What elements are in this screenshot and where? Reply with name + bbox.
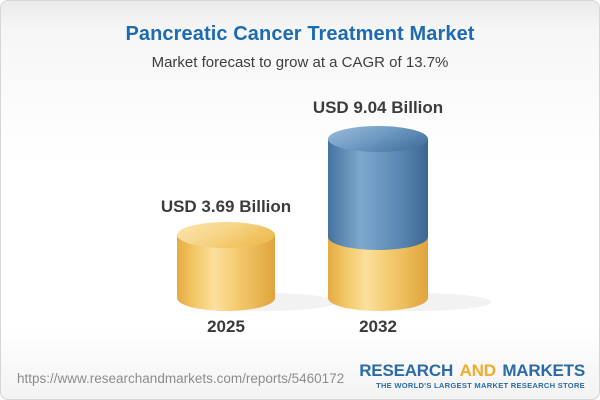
category-label-2025: 2025 (207, 317, 245, 336)
logo-word-research: RESEARCH (359, 361, 454, 381)
bar-2032-growth-segment (328, 139, 428, 250)
value-label-2032: USD 9.04 Billion (312, 98, 444, 117)
logo-wordmark: RESEARCH AND MARKETS (359, 362, 585, 380)
bar-2032-base-segment (328, 237, 428, 311)
logo-word-markets: MARKETS (502, 361, 585, 381)
report-url: https://www.researchandmarkets.com/repor… (17, 371, 345, 386)
value-label-2025: USD 3.69 Billion (160, 197, 292, 216)
bar-2032 (328, 126, 428, 311)
research-and-markets-logo: RESEARCH AND MARKETS THE WORLD'S LARGEST… (359, 362, 585, 390)
category-label-2032: 2032 (359, 317, 397, 336)
bar-2025 (177, 222, 275, 311)
logo-word-and: AND (459, 361, 496, 381)
page-subtitle: Market forecast to grow at a CAGR of 13.… (151, 54, 449, 71)
page-title: Pancreatic Cancer Treatment Market (125, 23, 475, 45)
logo-tagline: THE WORLD'S LARGEST MARKET RESEARCH STOR… (376, 381, 585, 391)
